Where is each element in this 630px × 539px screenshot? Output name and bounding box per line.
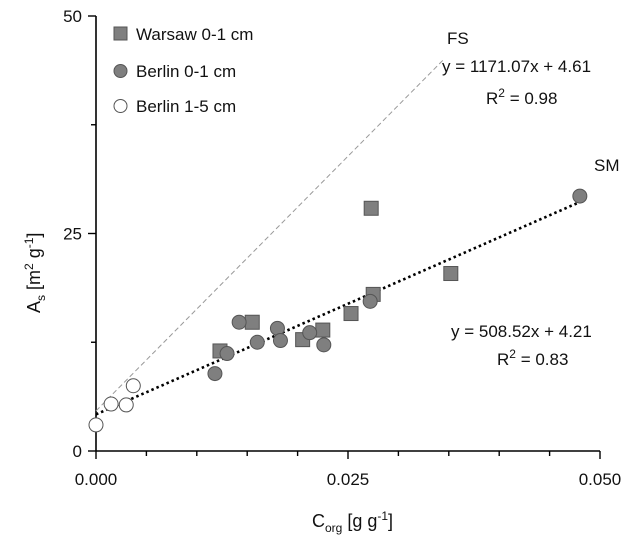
fit-line-fs bbox=[95, 59, 445, 412]
fs-equation: y = 1171.07x + 4.61 bbox=[442, 57, 591, 76]
point-circle-open bbox=[125, 378, 141, 394]
point-circle bbox=[316, 337, 332, 353]
point-circle bbox=[231, 314, 247, 330]
point-square bbox=[443, 266, 459, 282]
x-axis-title: Corg [g g-1] bbox=[312, 509, 393, 535]
legend-marker-berlin-1-5 bbox=[113, 99, 128, 113]
x-tick-label: 0.025 bbox=[327, 470, 370, 489]
legend-label-berlin-1-5: Berlin 1-5 cm bbox=[136, 97, 236, 116]
point-circle bbox=[362, 293, 378, 309]
y-axis-title: As [m2 g-1] bbox=[22, 233, 48, 313]
fs-r2: R2 = 0.98 bbox=[486, 86, 557, 108]
point-circle bbox=[207, 366, 223, 382]
legend: Warsaw 0-1 cm Berlin 0-1 cm Berlin 1-5 c… bbox=[113, 25, 253, 116]
x-tick-label: 0.000 bbox=[75, 470, 118, 489]
sm-annotation: SM y = 508.52x + 4.21 R2 = 0.83 bbox=[451, 156, 620, 369]
fit-lines bbox=[95, 59, 581, 416]
point-circle-open bbox=[118, 397, 134, 413]
y-tick-label: 50 bbox=[63, 7, 82, 26]
point-circle bbox=[269, 320, 285, 336]
point-square bbox=[315, 322, 331, 338]
point-circle bbox=[272, 333, 288, 349]
fs-label: FS bbox=[447, 29, 469, 48]
point-square bbox=[244, 314, 260, 330]
y-tick-label: 0 bbox=[73, 442, 82, 461]
point-square bbox=[343, 306, 359, 322]
point-circle-open bbox=[88, 417, 104, 433]
point-circle-open bbox=[103, 396, 119, 412]
sm-equation: y = 508.52x + 4.21 bbox=[451, 322, 592, 341]
fit-line-sm bbox=[95, 200, 581, 416]
legend-label-berlin-0-1: Berlin 0-1 cm bbox=[136, 62, 236, 81]
legend-marker-warsaw bbox=[113, 26, 128, 41]
point-circle bbox=[302, 325, 318, 341]
sm-r2: R2 = 0.83 bbox=[497, 347, 568, 369]
legend-marker-berlin-0-1 bbox=[113, 64, 128, 78]
point-circle bbox=[219, 346, 235, 362]
x-tick-label: 0.050 bbox=[579, 470, 622, 489]
sm-label: SM bbox=[594, 156, 620, 175]
point-square bbox=[363, 200, 379, 216]
axis-ticks: 0.000 0.025 0.050 0 25 50 bbox=[63, 7, 621, 489]
point-circle bbox=[572, 188, 588, 204]
legend-label-warsaw: Warsaw 0-1 cm bbox=[136, 25, 253, 44]
data-points bbox=[88, 188, 588, 433]
y-tick-label: 25 bbox=[63, 225, 82, 244]
fs-annotation: FS y = 1171.07x + 4.61 R2 = 0.98 bbox=[442, 29, 591, 108]
point-circle bbox=[249, 334, 265, 350]
